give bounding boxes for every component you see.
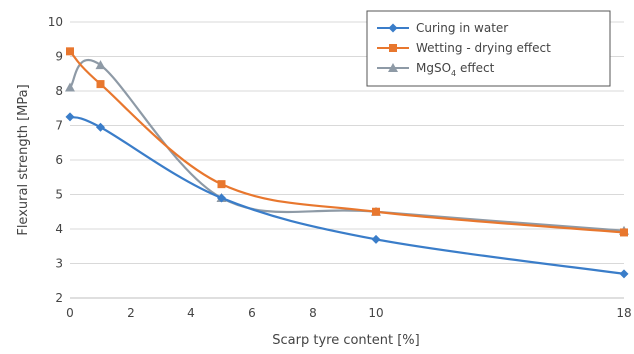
series-0 <box>65 112 629 279</box>
x-tick-label: 10 <box>368 306 383 320</box>
x-tick-label: 18 <box>616 306 631 320</box>
series-1 <box>66 47 628 237</box>
legend-label: Wetting - drying effect <box>416 41 551 55</box>
legend-item: Wetting - drying effect <box>377 41 551 55</box>
legend-label-tail: effect <box>456 61 494 75</box>
y-tick-label: 4 <box>55 222 63 236</box>
y-tick-label: 7 <box>55 119 63 133</box>
legend-label-subscript: 4 <box>451 69 456 78</box>
legend: Curing in water Wetting - drying effect Mg… <box>366 10 611 87</box>
legend-marker <box>388 63 398 72</box>
y-tick-label: 9 <box>55 50 63 64</box>
x-tick-label: 2 <box>127 306 135 320</box>
data-point <box>620 228 628 237</box>
data-point <box>66 47 74 56</box>
data-point <box>372 207 380 216</box>
series-layer <box>65 47 629 279</box>
data-point <box>371 234 381 244</box>
legend-marker <box>389 44 397 52</box>
gridlines <box>70 21 624 299</box>
data-point <box>95 60 106 70</box>
y-tick-label: 10 <box>48 15 63 29</box>
data-point <box>65 82 75 92</box>
x-axis-title: Scarp tyre content [%] <box>272 333 419 348</box>
legend-marker <box>388 23 398 33</box>
y-tick-label: 5 <box>55 188 63 202</box>
y-tick-label: 6 <box>55 153 63 167</box>
y-tick-label: 3 <box>55 257 63 271</box>
data-point <box>619 269 629 279</box>
data-point <box>96 122 105 132</box>
x-tick-label: 0 <box>66 306 74 320</box>
y-tick-label: 8 <box>55 84 63 98</box>
data-point <box>217 193 226 203</box>
x-tick-label: 6 <box>248 306 256 320</box>
legend-label: Curing in water <box>416 21 508 35</box>
y-tick-label: 2 <box>55 291 63 305</box>
legend-item: MgSO4 effect <box>377 61 495 78</box>
legend-label-base: MgSO <box>416 61 451 75</box>
data-point <box>96 80 105 89</box>
y-axis-title: Flexural strength [MPa] <box>16 84 31 235</box>
data-point <box>217 180 226 189</box>
x-tick-label: 4 <box>187 306 195 320</box>
data-point <box>65 112 75 122</box>
legend-label: MgSO4 effect <box>416 61 495 78</box>
legend-item: Curing in water <box>377 21 508 35</box>
x-tick-label: 8 <box>309 306 317 320</box>
series-line <box>69 115 625 275</box>
